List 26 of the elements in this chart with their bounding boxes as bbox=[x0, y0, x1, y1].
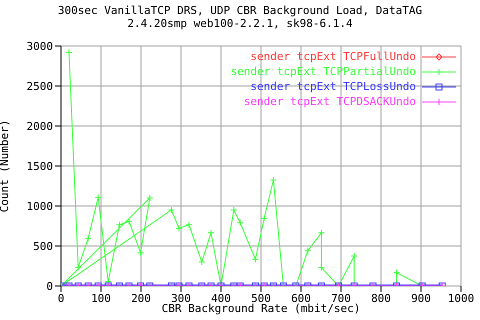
x-tick-label: 400 bbox=[211, 292, 231, 305]
x-tick-label: 0 bbox=[58, 292, 64, 305]
x-tick-label: 900 bbox=[411, 292, 431, 305]
x-tick-label: 700 bbox=[331, 292, 351, 305]
y-tick-label: 0 bbox=[46, 280, 53, 293]
legend-label: sender tcpExt TCPFullUndo bbox=[250, 49, 416, 64]
y-tick-label: 1000 bbox=[26, 200, 53, 213]
x-tick-label: 600 bbox=[291, 292, 311, 305]
legend-label: sender tcpExt TCPLossUndo bbox=[250, 79, 416, 94]
chart-subtitle: 2.4.20smp web100-2.2.1, sk98-6.1.4 bbox=[126, 17, 354, 30]
x-axis-title: CBR Background Rate (mbit/sec) bbox=[162, 302, 360, 315]
legend-label: sender tcpExt TCPPartialUndo bbox=[230, 64, 416, 79]
x-tick-label: 100 bbox=[91, 292, 111, 305]
x-tick-label: 500 bbox=[251, 292, 271, 305]
x-tick-label: 300 bbox=[171, 292, 191, 305]
y-tick-label: 2500 bbox=[26, 80, 53, 93]
x-tick-label: 200 bbox=[131, 292, 151, 305]
chart-title: 300sec VanillaTCP DRS, UDP CBR Background Load, DataTAG bbox=[56, 4, 424, 17]
y-tick-label: 500 bbox=[33, 240, 53, 253]
x-tick-label: 800 bbox=[371, 292, 391, 305]
y-axis-title: Count (Number) bbox=[0, 120, 11, 212]
x-tick-label: 1000 bbox=[448, 292, 474, 305]
y-tick-label: 2000 bbox=[26, 120, 53, 133]
y-tick-label: 1500 bbox=[26, 160, 53, 173]
legend-label: sender tcpExt TCPDSACKUndo bbox=[244, 94, 416, 109]
y-tick-label: 3000 bbox=[26, 40, 53, 53]
